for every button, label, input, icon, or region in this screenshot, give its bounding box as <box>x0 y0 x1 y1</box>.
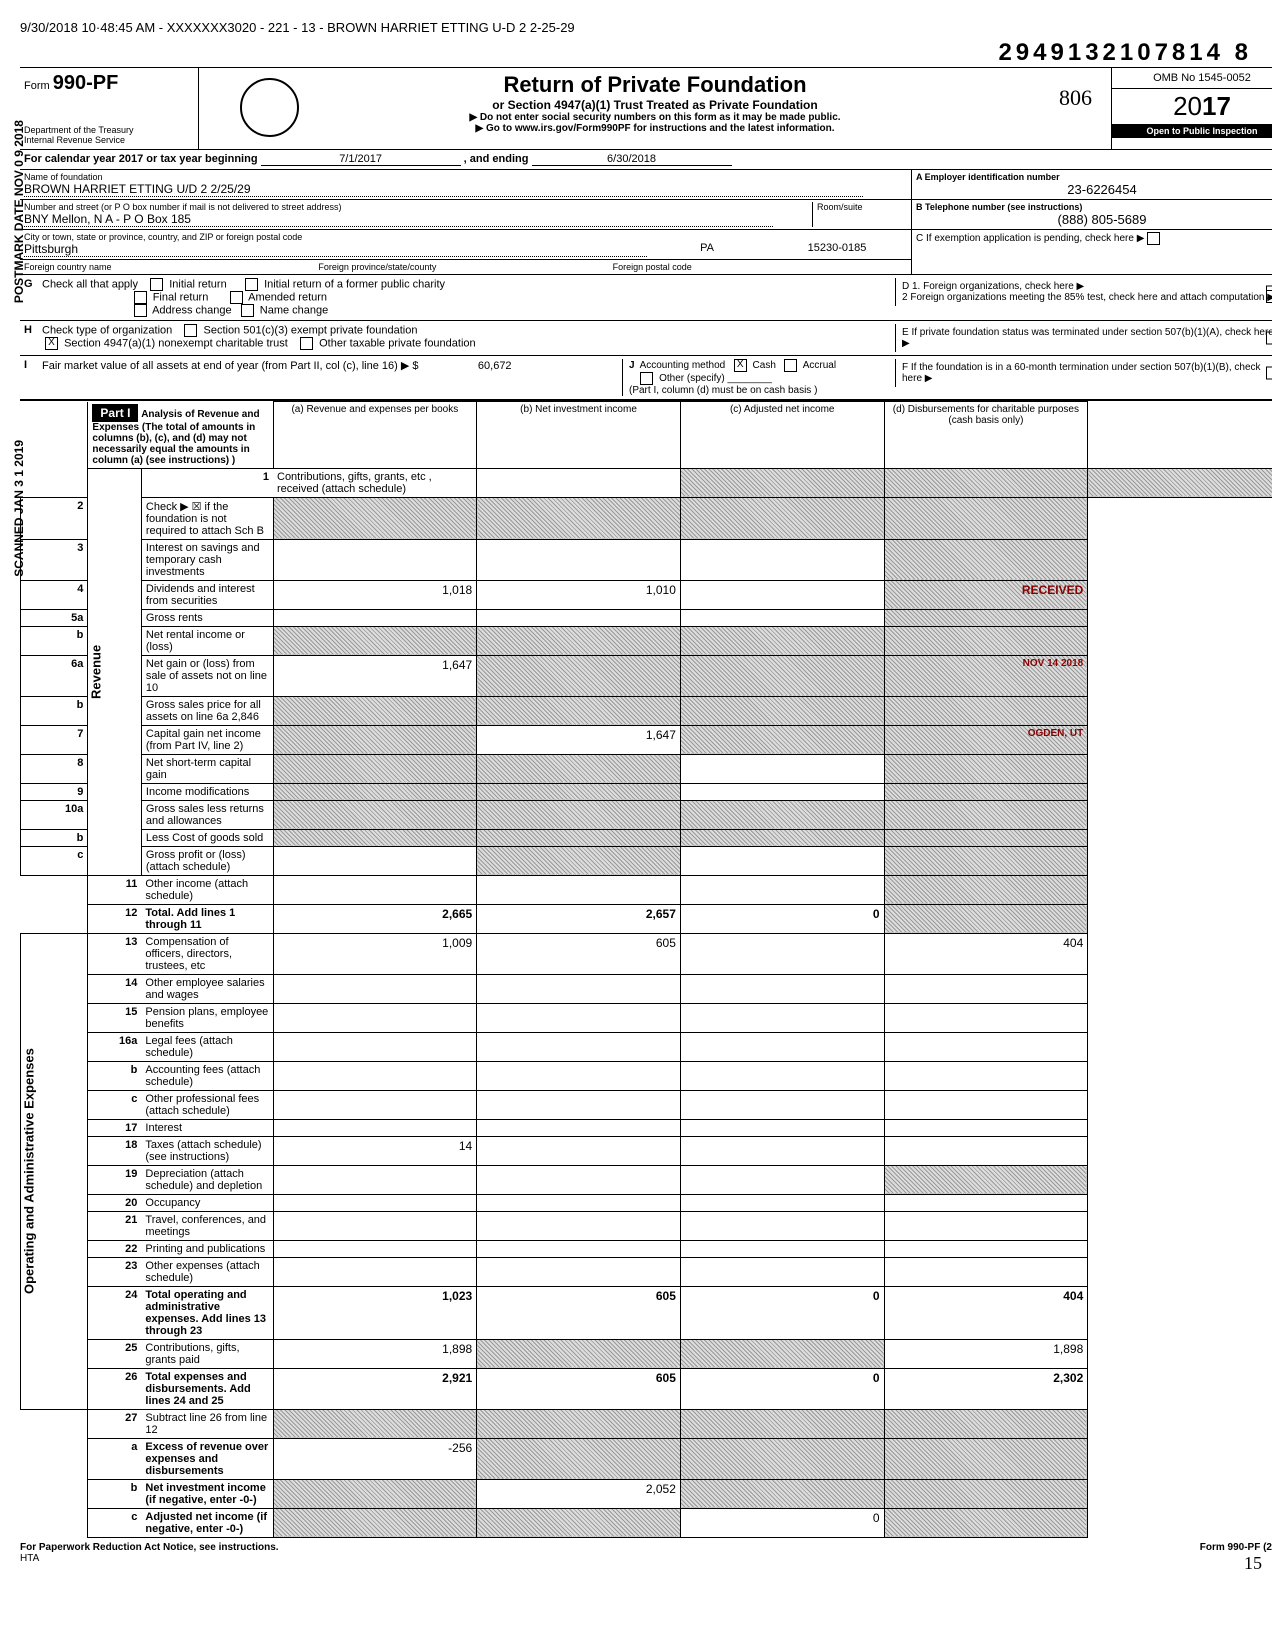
checkbox-other-acct[interactable] <box>640 372 653 385</box>
form-subtitle: or Section 4947(a)(1) Trust Treated as P… <box>203 98 1107 112</box>
foundation-address: BNY Mellon, N A - P O Box 185 <box>24 212 773 227</box>
form-title: Return of Private Foundation <box>203 72 1107 98</box>
part1-table: Part I Analysis of Revenue and Expenses … <box>20 401 1272 1538</box>
checkbox-initial-former[interactable] <box>245 278 258 291</box>
header-timestamp: 9/30/2018 10·48:45 AM - XXXXXXX3020 - 22… <box>20 20 1272 35</box>
checkbox-cash[interactable]: X <box>734 359 747 372</box>
foundation-zip: 15230-0185 <box>767 242 907 257</box>
row-i: I Fair market value of all assets at end… <box>20 356 1272 401</box>
checkbox-amended[interactable] <box>230 291 243 304</box>
form-goto: Go to www.irs.gov/Form990PF for instruct… <box>486 123 835 134</box>
checkbox-e[interactable] <box>1266 332 1272 345</box>
foundation-state: PA <box>647 242 767 257</box>
foundation-city: Pittsburgh <box>24 242 647 257</box>
checkbox-initial[interactable] <box>150 278 163 291</box>
checkbox-f[interactable] <box>1266 367 1272 380</box>
handwritten-initial: 15 <box>1244 1553 1262 1574</box>
year-prefix: 20 <box>1173 91 1202 121</box>
foundation-name: BROWN HARRIET ETTING U/D 2 2/25/29 <box>24 182 863 197</box>
checkbox-c[interactable] <box>1147 232 1160 245</box>
part1-header: Part I <box>92 404 138 422</box>
col-c-header: (c) Adjusted net income <box>680 402 884 469</box>
form-number: 990-PF <box>53 72 119 94</box>
checkbox-accrual[interactable] <box>784 359 797 372</box>
checkbox-d2[interactable] <box>1266 290 1272 303</box>
phone-value: (888) 805-5689 <box>916 212 1272 227</box>
checkbox-4947[interactable]: X <box>45 337 58 350</box>
form-header: Form 990-PF Department of the Treasury I… <box>20 67 1272 150</box>
inspection-label: Open to Public Inspection <box>1112 124 1272 138</box>
col-d-header: (d) Disbursements for charitable purpose… <box>884 402 1088 469</box>
scanned-stamp: SCANNED JAN 3 1 2019 <box>12 440 26 577</box>
col-b-header: (b) Net investment income <box>477 402 681 469</box>
postmark-stamp: POSTMARK DATE NOV 0 9 2018 <box>12 120 26 303</box>
form-prefix: Form <box>24 80 50 92</box>
checkbox-501c3[interactable] <box>184 324 197 337</box>
checkbox-final[interactable] <box>134 291 147 304</box>
ein-value: 23-6226454 <box>916 182 1272 197</box>
calendar-year-row: For calendar year 2017 or tax year begin… <box>20 150 1272 170</box>
row-h: H Check type of organization Section 501… <box>20 321 1272 356</box>
footer: For Paperwork Reduction Act Notice, see … <box>20 1538 1272 1564</box>
expenses-label: Operating and Administrative Expenses <box>21 933 88 1409</box>
checkbox-address[interactable] <box>134 304 147 317</box>
fmv-value: 60,672 <box>422 360 512 372</box>
foundation-info: Name of foundation BROWN HARRIET ETTING … <box>20 170 1272 275</box>
year-bold: 17 <box>1202 91 1231 121</box>
form-warning: Do not enter social security numbers on … <box>480 112 841 123</box>
dept-irs: Internal Revenue Service <box>24 135 194 145</box>
row-g: G Check all that apply Initial return In… <box>20 275 1272 321</box>
checkbox-other-tax[interactable] <box>300 337 313 350</box>
checkbox-name[interactable] <box>241 304 254 317</box>
dept-treasury: Department of the Treasury <box>24 125 194 135</box>
revenue-label: Revenue <box>88 468 141 875</box>
col-a-header: (a) Revenue and expenses per books <box>273 402 477 469</box>
omb-number: OMB No 1545-0052 <box>1112 68 1272 89</box>
barcode-number: 2949132107814 8 <box>20 39 1272 67</box>
